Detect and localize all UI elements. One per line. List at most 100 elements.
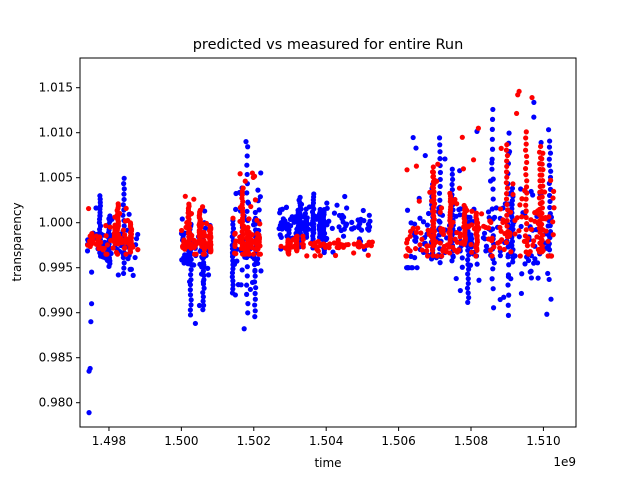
data-point-blue xyxy=(410,134,416,141)
data-point-red xyxy=(431,228,438,234)
data-point-blue xyxy=(506,262,512,268)
data-point-blue xyxy=(424,222,431,228)
data-point-blue xyxy=(120,202,126,208)
data-point-blue xyxy=(414,265,420,271)
data-point-red xyxy=(112,224,118,230)
data-point-red xyxy=(510,181,516,187)
data-point-blue xyxy=(546,162,552,168)
data-point-red xyxy=(545,238,551,244)
x-tick-label: 1.506 xyxy=(381,434,415,448)
data-point-red xyxy=(504,185,511,191)
data-point-red xyxy=(312,253,318,259)
data-point-red xyxy=(523,208,529,214)
data-point-blue xyxy=(349,219,355,225)
data-point-blue xyxy=(490,176,496,182)
data-point-red xyxy=(510,191,516,198)
data-point-blue xyxy=(244,264,250,270)
data-point-blue xyxy=(406,265,412,271)
data-point-blue xyxy=(326,218,332,224)
data-point-red xyxy=(85,242,91,248)
data-point-red xyxy=(351,241,357,247)
data-point-red xyxy=(356,239,362,245)
data-point-blue xyxy=(510,255,516,261)
y-tick-label: 1.010 xyxy=(39,126,73,140)
data-point-blue xyxy=(130,272,136,278)
data-point-blue xyxy=(489,136,495,142)
data-point-blue xyxy=(230,262,236,268)
data-point-red xyxy=(425,227,431,233)
data-point-blue xyxy=(509,185,516,191)
data-point-red xyxy=(529,94,535,101)
data-point-red xyxy=(415,225,421,231)
data-point-red xyxy=(197,207,203,213)
data-point-red xyxy=(545,253,551,259)
data-point-red xyxy=(550,195,556,201)
data-point-red xyxy=(430,205,436,211)
data-point-red xyxy=(504,163,510,170)
data-point-red xyxy=(93,233,99,239)
data-point-blue xyxy=(339,212,345,219)
data-point-blue xyxy=(244,190,250,196)
data-point-red xyxy=(430,173,437,179)
data-point-red xyxy=(522,165,529,172)
data-point-red xyxy=(517,202,523,208)
data-point-red xyxy=(440,226,446,232)
data-point-blue xyxy=(115,272,121,278)
data-point-blue xyxy=(489,126,495,132)
data-point-red xyxy=(431,201,438,207)
data-point-blue xyxy=(493,205,499,211)
data-point-blue xyxy=(329,225,335,231)
data-point-red xyxy=(431,177,437,183)
data-point-red xyxy=(418,230,424,236)
data-point-red xyxy=(317,253,323,259)
data-point-red xyxy=(250,251,257,257)
data-point-red xyxy=(179,227,185,234)
data-point-blue xyxy=(437,149,443,155)
data-point-blue xyxy=(465,280,471,287)
data-point-red xyxy=(522,147,529,153)
data-point-blue xyxy=(88,301,95,307)
data-point-blue xyxy=(132,254,138,261)
data-point-red xyxy=(278,243,284,249)
data-point-red xyxy=(507,230,513,236)
data-point-red xyxy=(248,203,254,210)
data-point-red xyxy=(120,227,127,233)
data-point-blue xyxy=(483,243,490,249)
data-point-blue xyxy=(360,207,366,214)
data-point-red xyxy=(431,216,437,222)
data-point-red xyxy=(431,189,437,195)
y-tick-label: 1.000 xyxy=(39,216,73,230)
data-point-blue xyxy=(489,276,495,282)
data-point-blue xyxy=(436,218,442,224)
data-point-blue xyxy=(413,145,419,151)
data-point-blue xyxy=(317,206,323,213)
data-point-red xyxy=(435,161,441,167)
y-tick-label: 1.005 xyxy=(39,171,73,185)
data-point-red xyxy=(122,232,128,238)
data-point-blue xyxy=(245,310,251,316)
x-tick-label: 1.504 xyxy=(309,434,343,448)
data-point-red xyxy=(127,220,134,226)
data-point-blue xyxy=(235,282,241,288)
data-point-blue xyxy=(200,307,206,313)
data-point-red xyxy=(540,150,546,156)
data-point-blue xyxy=(343,223,349,229)
data-point-blue xyxy=(490,266,496,272)
data-point-red xyxy=(437,209,443,215)
data-point-blue xyxy=(201,277,207,283)
data-point-blue xyxy=(465,247,471,253)
data-point-red xyxy=(497,206,504,212)
data-point-blue xyxy=(465,299,471,305)
data-point-blue xyxy=(509,238,515,245)
data-point-red xyxy=(523,129,529,135)
data-point-blue xyxy=(200,302,207,308)
data-point-red xyxy=(351,250,357,256)
data-point-red xyxy=(513,110,520,117)
data-point-blue xyxy=(200,298,206,304)
data-point-blue xyxy=(230,286,236,292)
data-point-red xyxy=(230,215,236,221)
series-red-points xyxy=(85,88,557,259)
data-point-blue xyxy=(437,183,443,189)
y-tick-label: 0.995 xyxy=(39,261,73,275)
